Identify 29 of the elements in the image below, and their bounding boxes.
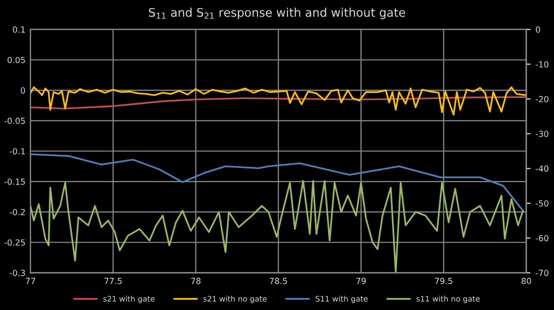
- y2-tick-label: -70: [536, 270, 548, 276]
- y-tick-label: -0.2: [10, 208, 25, 216]
- y2-tick-label: -20: [536, 96, 548, 102]
- y2-tick-label: -50: [536, 200, 548, 207]
- y-tick-label: 0.1: [12, 26, 25, 33]
- line-series: [30, 153, 524, 212]
- x-tick-label: 80: [522, 278, 532, 284]
- y2-tick-label: -60: [536, 235, 548, 242]
- line-series: [30, 86, 526, 116]
- line-series: [30, 96, 526, 110]
- y-tick-label: -0.05: [4, 118, 25, 124]
- x-tick-label: 79.5: [435, 278, 452, 284]
- y-tick-label: -0.1: [10, 148, 25, 154]
- y2-tick-label: 0: [536, 26, 540, 33]
- y2-tick-label: -30: [536, 130, 548, 138]
- y-tick-label: -0.25: [4, 239, 25, 246]
- y2-tick-label: -10: [536, 61, 548, 68]
- x-tick-label: 78.5: [270, 278, 287, 284]
- y-tick-label: -0.15: [4, 178, 25, 185]
- y-tick-label: -0.3: [10, 270, 25, 276]
- line-series: [30, 180, 524, 273]
- y-tick-label: 0: [20, 87, 26, 94]
- y-tick-label: 0.05: [8, 56, 25, 64]
- y2-tick-label: -40: [536, 165, 548, 172]
- x-tick-label: 77: [26, 278, 36, 284]
- x-tick-label: 79: [356, 278, 366, 284]
- x-tick-label: 78: [191, 278, 200, 284]
- chart-title: S$_{11}$ and S$_{21}$ response with and without gate: [148, 8, 406, 20]
- x-tick-label: 77.5: [104, 278, 122, 284]
